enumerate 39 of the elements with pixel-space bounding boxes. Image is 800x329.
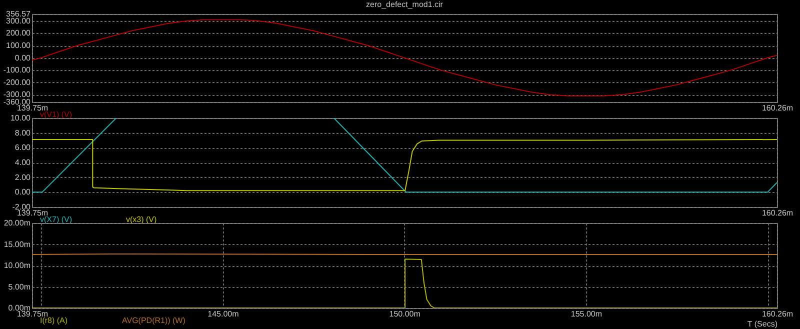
y-tick-label: 5.00m: [8, 282, 31, 292]
text: v(x3) (V): [126, 215, 157, 224]
y-tick-label: 0.00: [14, 53, 32, 62]
y-tick-label: 6.00: [14, 143, 32, 152]
x-axis-title: T (Secs): [747, 320, 778, 328]
series-label: I(r8) (A): [40, 316, 68, 325]
y-tick-label: -200.00: [3, 78, 32, 87]
text: AVG(PD(R1)) (W): [122, 316, 186, 325]
y-tick-label: 0.00: [14, 188, 32, 197]
y-tick-label: 4.00: [14, 158, 32, 167]
y-tick-label: -300.00: [3, 90, 32, 100]
y-tick-label: -100.00: [3, 66, 32, 75]
y-tick-label: -360.00: [3, 98, 32, 106]
y-tick-label: -2.00: [12, 202, 32, 212]
x-tick-label: 139.75m: [16, 104, 48, 112]
y-tick-label: 15.00m: [4, 240, 31, 249]
x-tick-label: 160.26m: [762, 104, 794, 112]
y-tick-label: 8.00: [14, 128, 32, 138]
x-tick-label: 145.00m: [208, 310, 240, 318]
x-tick-label: 160.26m: [762, 310, 794, 318]
text: v(X7) (V): [40, 215, 72, 224]
x-tick-label: 155.00m: [570, 310, 602, 318]
x-tick-label: 160.26m: [762, 208, 794, 218]
x-tick-label: 139.75m: [16, 310, 48, 318]
y-tick-label: 20.00m: [4, 218, 31, 228]
y-tick-label: 356.57: [6, 10, 32, 18]
y-tick-label: 100.00: [6, 41, 32, 50]
x-tick-label: 150.00m: [389, 310, 421, 318]
line-series: [32, 139, 777, 192]
y-tick-label: 2.00: [14, 172, 32, 182]
y-tick-label: 200.00: [6, 28, 32, 38]
text: v(V1) (V): [40, 110, 72, 119]
y-tick-label: 300.00: [6, 16, 32, 26]
y-tick-label: 0.00m: [8, 304, 31, 312]
line-series: [32, 19, 777, 96]
y-tick-label: 10.00m: [4, 261, 31, 270]
chart-title: zero_defect_mod1.cir: [366, 0, 444, 9]
x-tick-label: 139.75m: [16, 208, 48, 218]
y-tick-label: 10.00: [10, 114, 32, 122]
